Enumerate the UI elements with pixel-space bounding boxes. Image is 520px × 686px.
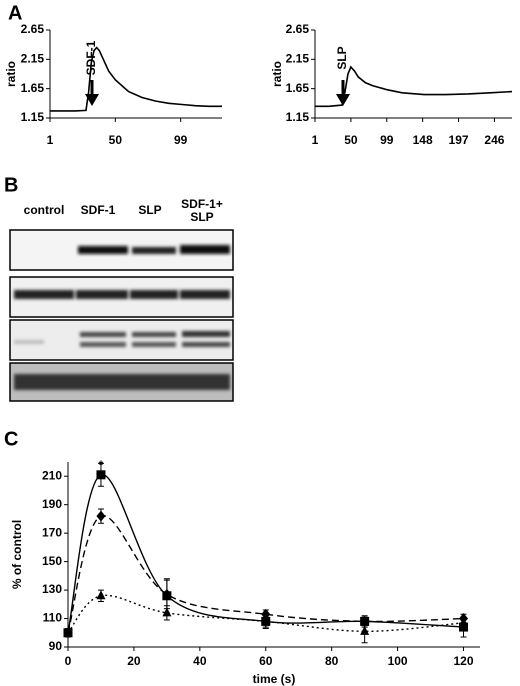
x-axis-label: time (s) bbox=[253, 672, 296, 686]
annotation: SLP bbox=[335, 46, 349, 69]
marker bbox=[459, 617, 469, 627]
x-tick-label: 120 bbox=[454, 654, 474, 668]
y-tick-label: 190 bbox=[42, 497, 62, 511]
arrow-head bbox=[85, 94, 99, 106]
y-tick-label: 210 bbox=[42, 468, 62, 482]
x-tick-label: 246 bbox=[484, 133, 504, 147]
y-tick-label: 1.15 bbox=[286, 110, 310, 124]
y-tick-label: 2.15 bbox=[286, 52, 310, 66]
blot-panel bbox=[9, 319, 234, 361]
x-tick-label: 60 bbox=[259, 654, 273, 668]
x-tick-label: 80 bbox=[325, 654, 339, 668]
y-axis-label: ratio bbox=[270, 61, 284, 87]
y-tick-label: 2.65 bbox=[21, 22, 45, 36]
marker bbox=[261, 608, 271, 620]
marker bbox=[96, 470, 106, 480]
x-tick-label: 50 bbox=[344, 133, 358, 147]
arrow-head bbox=[336, 94, 350, 106]
trace bbox=[50, 46, 222, 112]
y-tick-label: 170 bbox=[42, 525, 62, 539]
x-tick-label: 100 bbox=[388, 654, 408, 668]
x-tick-label: 0 bbox=[65, 654, 72, 668]
x-tick-label: 148 bbox=[413, 133, 433, 147]
lane-label: control bbox=[23, 203, 65, 217]
y-tick-label: 130 bbox=[42, 582, 62, 596]
marker bbox=[360, 625, 370, 635]
x-tick-label: 99 bbox=[174, 133, 188, 147]
x-tick-label: 1 bbox=[312, 133, 319, 147]
y-tick-label: 110 bbox=[43, 611, 63, 625]
y-tick-label: 1.65 bbox=[286, 81, 310, 95]
marker bbox=[96, 510, 106, 522]
x-tick-label: 40 bbox=[193, 654, 207, 668]
panel-label: A bbox=[8, 2, 22, 24]
x-tick-label: 99 bbox=[380, 133, 394, 147]
x-tick-label: 1 bbox=[47, 133, 54, 147]
annotation: * bbox=[99, 458, 104, 472]
x-tick-label: 50 bbox=[109, 133, 123, 147]
marker bbox=[162, 588, 172, 600]
marker bbox=[63, 627, 73, 637]
y-tick-label: 90 bbox=[49, 639, 63, 653]
y-axis-label: ratio bbox=[4, 61, 18, 87]
annotation: SDF-1 bbox=[84, 40, 98, 75]
y-tick-label: 2.65 bbox=[286, 22, 310, 36]
y-tick-label: 1.15 bbox=[21, 110, 45, 124]
marker bbox=[96, 590, 106, 600]
lane-label: SLP bbox=[138, 203, 162, 217]
x-tick-label: 197 bbox=[449, 133, 469, 147]
y-tick-label: 2.15 bbox=[21, 52, 45, 66]
x-tick-label: 20 bbox=[127, 654, 141, 668]
y-axis-label: % of control bbox=[10, 520, 24, 589]
y-tick-label: 1.65 bbox=[21, 81, 45, 95]
marker bbox=[261, 615, 271, 625]
panel-label: B bbox=[4, 174, 18, 196]
blots bbox=[9, 229, 234, 402]
marker bbox=[162, 607, 172, 617]
lane-label: SDF-1+ SLP bbox=[181, 197, 223, 224]
lane-label: SDF-1 bbox=[80, 203, 116, 217]
panel-label: C bbox=[4, 428, 18, 450]
y-tick-label: 150 bbox=[42, 554, 62, 568]
